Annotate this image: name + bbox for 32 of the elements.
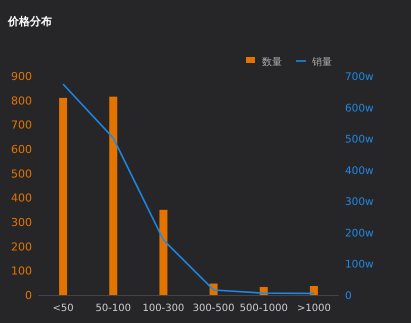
y-tick-label: 700	[11, 118, 32, 132]
y-tick-label: 100	[11, 264, 32, 278]
y2-tick-label: 100w	[345, 258, 374, 271]
y2-tick-label: 0	[345, 290, 352, 302]
y2-tick-label: 700w	[345, 71, 374, 83]
legend-label: 数量	[262, 57, 282, 68]
bar	[109, 96, 118, 295]
y2-tick-label: 300w	[345, 196, 374, 208]
x-tick-label: <50	[52, 303, 74, 314]
line-series	[62, 83, 315, 294]
y2-tick-label: 500w	[345, 134, 374, 146]
legend-label: 销量	[311, 57, 332, 68]
x-tick-label: 500-1000	[240, 303, 288, 314]
y-tick-label: 300	[11, 216, 32, 229]
x-tick-label: 50-100	[96, 303, 131, 314]
bar	[159, 210, 168, 295]
y-tick-label: 400	[11, 192, 32, 205]
y-tick-label: 0	[25, 289, 32, 302]
x-tick-label: 300-500	[192, 303, 234, 314]
y-tick-label: 200	[11, 240, 32, 254]
y2-tick-label: 400w	[345, 164, 374, 177]
y-tick-label: 600	[11, 143, 32, 156]
y2-tick-label: 600w	[345, 102, 374, 114]
bar	[310, 286, 318, 295]
x-tick-label: 100-300	[142, 303, 184, 314]
y-tick-label: 500	[11, 167, 32, 180]
y-tick-label: 900	[11, 70, 32, 83]
bar	[59, 98, 68, 295]
y-tick-label: 800	[11, 94, 32, 108]
x-tick-label: >1000	[297, 303, 331, 314]
y2-tick-label: 200w	[345, 227, 374, 240]
chart-title: 价格分布	[7, 15, 52, 28]
